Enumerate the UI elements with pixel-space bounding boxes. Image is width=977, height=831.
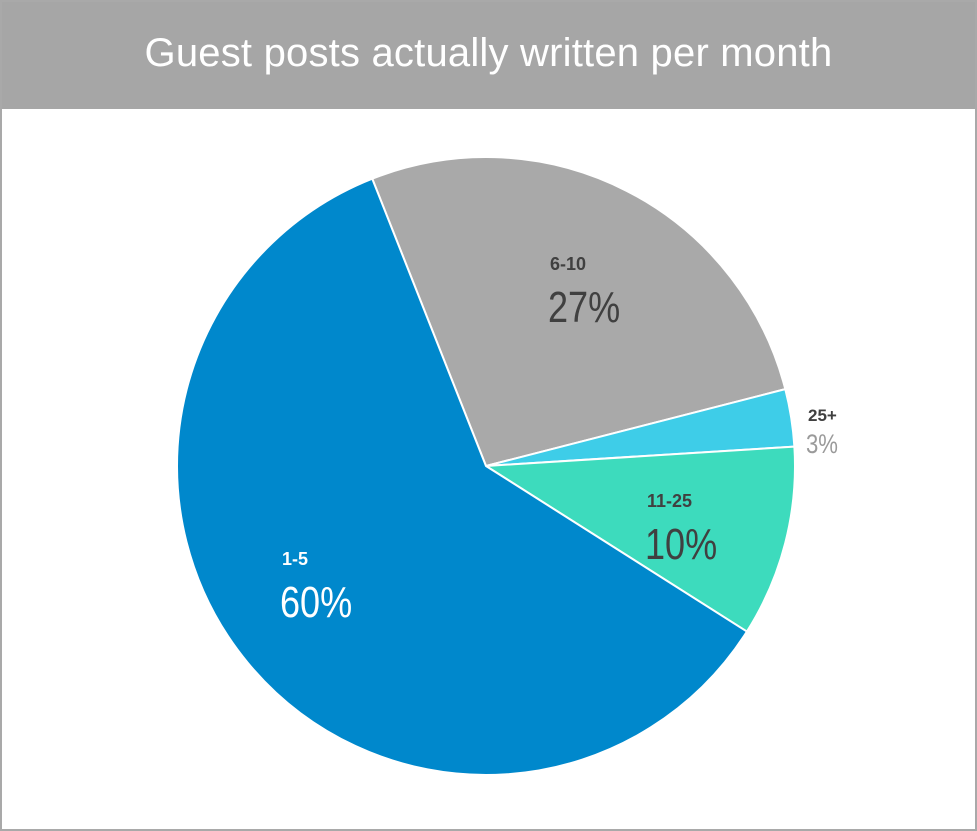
slice-percent-label: 3% (806, 430, 838, 460)
chart-title: Guest posts actually written per month (144, 31, 833, 75)
title-bar: Guest posts actually written per month (2, 2, 975, 109)
slice-category-label: 1-5 (282, 549, 308, 569)
slice-category-label: 11-25 (647, 491, 692, 511)
slice-category-label: 6-10 (550, 254, 586, 274)
pie-slice-1-5 (176, 177, 748, 776)
pie-slice-6-10 (371, 156, 787, 467)
slice-category-label: 25+ (808, 406, 837, 425)
slice-percent-label: 27% (548, 283, 620, 332)
pie-slice-11-25 (485, 445, 796, 633)
slice-percent-label: 10% (645, 520, 717, 569)
slice-percent-label: 60% (280, 578, 352, 627)
